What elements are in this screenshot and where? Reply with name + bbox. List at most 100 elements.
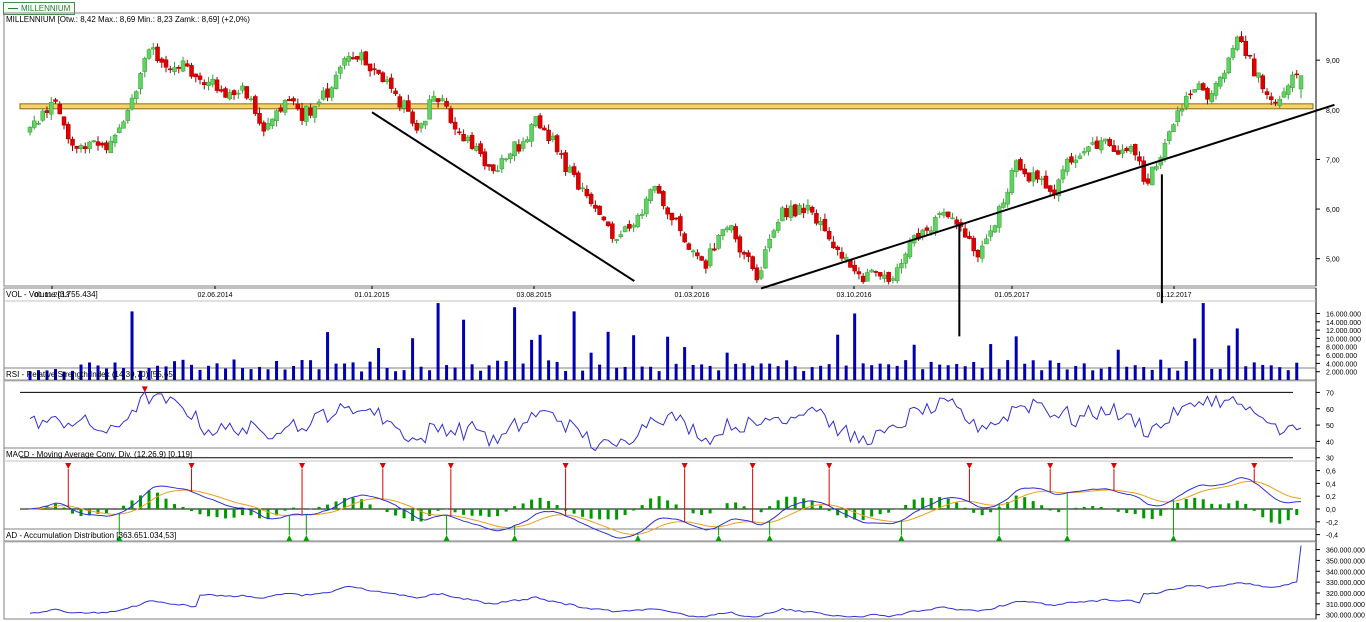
candle-body bbox=[639, 213, 645, 216]
candle-body bbox=[278, 107, 284, 112]
candle-body bbox=[95, 141, 101, 146]
candle-body bbox=[962, 228, 968, 238]
volume-bar bbox=[419, 366, 423, 380]
candle-body bbox=[295, 103, 301, 110]
volume-bar bbox=[496, 360, 500, 380]
volume-bar bbox=[504, 361, 508, 380]
candle-body bbox=[1149, 166, 1155, 186]
candle-body bbox=[601, 216, 607, 221]
candle-body bbox=[1022, 168, 1027, 175]
candle-body bbox=[614, 239, 619, 242]
candle-body bbox=[520, 141, 526, 149]
candle-body bbox=[1073, 159, 1078, 163]
macd-histogram-bar bbox=[1159, 509, 1163, 516]
candle-body bbox=[856, 271, 862, 275]
candle-body bbox=[610, 223, 615, 239]
volume-bar bbox=[385, 367, 389, 380]
chart-tab[interactable]: MILLENNIUM bbox=[3, 2, 76, 15]
macd-sell-marker bbox=[379, 463, 386, 469]
macd-histogram-bar bbox=[487, 509, 491, 517]
candle-body bbox=[129, 97, 135, 110]
volume-bar bbox=[1193, 338, 1197, 380]
macd-histogram-bar bbox=[1227, 503, 1231, 509]
volume-bar bbox=[521, 363, 525, 380]
volume-bar bbox=[428, 370, 432, 380]
candle-body bbox=[1264, 91, 1270, 95]
candle-body bbox=[372, 68, 377, 70]
candle-body bbox=[678, 216, 683, 232]
candle-body bbox=[533, 116, 539, 126]
candle-body bbox=[299, 107, 305, 121]
candle-body bbox=[1260, 75, 1265, 90]
ad-panel-header: AD - Accumulation Distribution [363.651.… bbox=[6, 531, 176, 540]
candle-body bbox=[440, 98, 445, 101]
candle-body bbox=[457, 131, 462, 134]
x-tick-label: 02.06.2014 bbox=[197, 292, 232, 299]
candle-body bbox=[291, 98, 296, 102]
volume-bar bbox=[1252, 362, 1256, 380]
volume-bar bbox=[436, 303, 440, 380]
candle-body bbox=[937, 213, 942, 216]
candle-body bbox=[146, 49, 152, 59]
candle-body bbox=[244, 86, 250, 99]
macd-histogram-bar bbox=[1031, 501, 1035, 509]
candle-body bbox=[66, 124, 71, 140]
candle-body bbox=[112, 134, 118, 144]
candle-body bbox=[1213, 83, 1219, 96]
macd-histogram-bar bbox=[241, 509, 245, 516]
candle-body bbox=[274, 110, 279, 122]
candle-body bbox=[780, 207, 785, 222]
macd-histogram-bar bbox=[258, 509, 262, 519]
volume-bar bbox=[912, 344, 916, 380]
volume-bar bbox=[1065, 369, 1069, 380]
candle-body bbox=[1285, 85, 1291, 95]
volume-bar bbox=[904, 360, 908, 380]
macd-histogram-bar bbox=[521, 503, 525, 509]
candle-body bbox=[1030, 172, 1036, 182]
macd-histogram-bar bbox=[1091, 506, 1095, 509]
ad-y-tick-label: 340.000.000 bbox=[1326, 569, 1365, 576]
candle-body bbox=[648, 189, 653, 201]
candle-body bbox=[87, 141, 92, 149]
candle-body bbox=[988, 230, 993, 237]
candle-body bbox=[1145, 178, 1151, 184]
candle-body bbox=[941, 211, 947, 216]
macd-histogram-bar bbox=[368, 504, 372, 509]
macd-histogram-bar bbox=[1108, 508, 1112, 509]
candle-body bbox=[253, 96, 258, 114]
candle-body bbox=[737, 236, 743, 253]
candle-body bbox=[933, 216, 938, 232]
macd-histogram-bar bbox=[666, 500, 670, 509]
macd-y-tick-label: 0,0 bbox=[1326, 507, 1336, 514]
macd-histogram-bar bbox=[1023, 497, 1027, 509]
volume-bar bbox=[232, 359, 236, 380]
candle-body bbox=[848, 260, 853, 268]
macd-histogram-bar bbox=[1099, 506, 1103, 509]
candle-body bbox=[1200, 83, 1206, 91]
volume-bar bbox=[751, 365, 755, 380]
candle-body bbox=[414, 122, 420, 131]
macd-histogram-bar bbox=[649, 498, 653, 509]
candle-body bbox=[1107, 139, 1112, 146]
candle-body bbox=[1290, 74, 1295, 88]
macd-y-tick-label: -0,2 bbox=[1326, 520, 1338, 527]
volume-bar bbox=[445, 365, 449, 380]
macd-histogram-bar bbox=[1057, 509, 1061, 513]
macd-histogram-bar bbox=[1278, 509, 1282, 524]
candle-body bbox=[1183, 95, 1189, 108]
candle-body bbox=[49, 102, 54, 115]
candle-body bbox=[359, 52, 364, 61]
macd-buy-marker bbox=[286, 535, 293, 541]
candle-body bbox=[550, 135, 556, 140]
candle-body bbox=[758, 270, 764, 279]
volume-bar bbox=[411, 338, 415, 380]
macd-histogram-bar bbox=[1210, 503, 1214, 509]
candle-body bbox=[1273, 101, 1278, 104]
candle-body bbox=[546, 129, 551, 142]
volume-bar bbox=[623, 366, 627, 380]
ad-y-tick-label: 360.000.000 bbox=[1326, 548, 1365, 555]
candle-body bbox=[469, 134, 475, 149]
candle-body bbox=[91, 140, 97, 142]
macd-histogram-bar bbox=[317, 506, 321, 509]
macd-histogram-bar bbox=[615, 509, 619, 520]
